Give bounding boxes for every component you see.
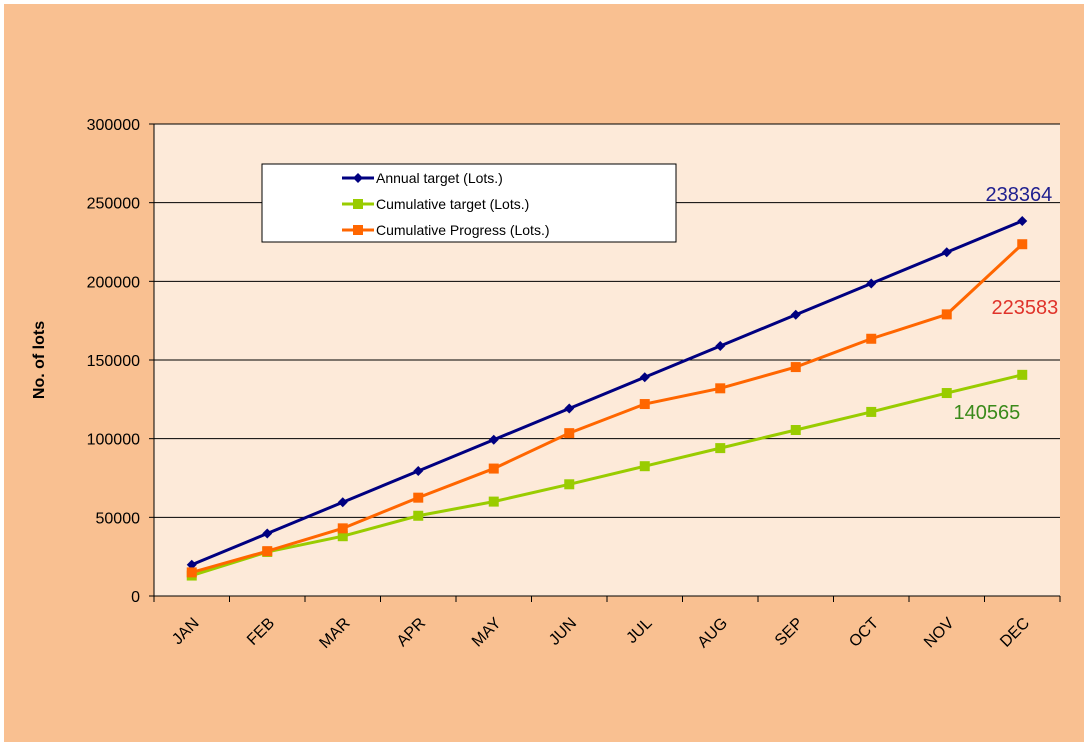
data-point	[639, 399, 650, 410]
y-tick-labels: 0 50000 100000 150000 200000 250000 300000	[87, 117, 154, 606]
x-tick-labels: JAN FEB MAR APR MAY JUN JUL AUG SEP OCT NOV DEC	[153, 596, 1061, 652]
legend: Annual target (Lots.) Cumulative target (…	[261, 163, 677, 243]
data-point	[186, 559, 197, 570]
value-annotation: 238364	[986, 184, 1053, 206]
legend-swatch-marker	[353, 199, 363, 209]
legend-label: Cumulative Progress (Lots.)	[376, 222, 550, 238]
data-point	[413, 510, 424, 521]
legend-entry: Annual target (Lots.)	[342, 170, 503, 186]
legend-entry: Cumulative Progress (Lots.)	[342, 222, 550, 238]
value-annotation: 223583	[992, 297, 1059, 319]
data-point	[715, 383, 726, 394]
data-point	[790, 425, 801, 436]
data-point	[790, 362, 801, 373]
y-tick-label: 100000	[87, 432, 140, 449]
data-point	[488, 434, 499, 445]
data-point	[1017, 369, 1028, 380]
data-point	[639, 461, 650, 472]
data-point	[941, 309, 952, 320]
data-point	[564, 479, 575, 490]
y-tick-label: 150000	[87, 353, 140, 370]
chart-slide: 0 50000 100000 150000 200000 250000 300000 JAN…	[4, 4, 1084, 742]
data-point	[866, 278, 877, 289]
x-tick-label: MAY	[469, 615, 505, 651]
x-tick-label: JAN	[169, 615, 202, 648]
data-point	[639, 372, 650, 383]
data-point	[1017, 239, 1028, 250]
x-tick-label: NOV	[921, 615, 958, 652]
x-tick-label: MAR	[316, 615, 353, 652]
series-line	[191, 219, 1023, 567]
y-tick-label: 200000	[87, 274, 140, 291]
data-point	[488, 496, 499, 507]
series-2	[186, 369, 1028, 581]
data-point	[715, 340, 726, 351]
data-point	[262, 528, 273, 539]
x-tick-label: SEP	[772, 615, 807, 650]
data-point	[186, 567, 197, 578]
value-annotations: 238364 223583 140565	[954, 184, 1059, 424]
y-tick-label: 0	[131, 589, 140, 606]
series-3	[186, 239, 1028, 578]
data-point	[337, 523, 348, 534]
x-tick-label: JUL	[623, 615, 655, 647]
series-line	[191, 373, 1023, 577]
data-point	[337, 497, 348, 508]
data-point	[715, 443, 726, 454]
x-tick-label: AUG	[695, 615, 732, 652]
data-point	[941, 247, 952, 258]
y-tick-label: 250000	[87, 196, 140, 213]
line-chart: 0 50000 100000 150000 200000 250000 300000 JAN…	[31, 117, 1061, 652]
data-point	[941, 388, 952, 399]
x-tick-label: FEB	[244, 615, 278, 649]
data-point	[1017, 215, 1028, 226]
x-tick-label: JUN	[546, 615, 580, 649]
series-lines	[186, 215, 1028, 581]
legend-swatch-marker	[353, 225, 363, 235]
y-tick-label: 300000	[87, 117, 140, 134]
x-tick-label: DEC	[997, 615, 1033, 651]
data-point	[564, 403, 575, 414]
legend-swatch-marker	[353, 173, 363, 183]
data-point	[488, 463, 499, 474]
data-point	[866, 406, 877, 417]
data-point	[262, 546, 273, 557]
y-axis-title: No. of lots	[31, 321, 48, 399]
data-point	[413, 492, 424, 503]
series-1	[186, 215, 1028, 570]
legend-label: Annual target (Lots.)	[376, 170, 503, 186]
data-point	[337, 531, 348, 542]
series-line	[191, 243, 1024, 574]
data-point	[866, 333, 877, 344]
x-tick-label: APR	[394, 615, 429, 650]
x-tick-label: OCT	[846, 615, 882, 651]
data-point	[790, 309, 801, 320]
legend-label: Cumulative target (Lots.)	[376, 196, 529, 212]
value-annotation: 140565	[954, 402, 1021, 424]
legend-box	[261, 163, 677, 243]
data-point	[564, 428, 575, 439]
legend-entry: Cumulative target (Lots.)	[342, 196, 529, 212]
data-point	[413, 465, 424, 476]
y-tick-label: 50000	[96, 510, 141, 527]
